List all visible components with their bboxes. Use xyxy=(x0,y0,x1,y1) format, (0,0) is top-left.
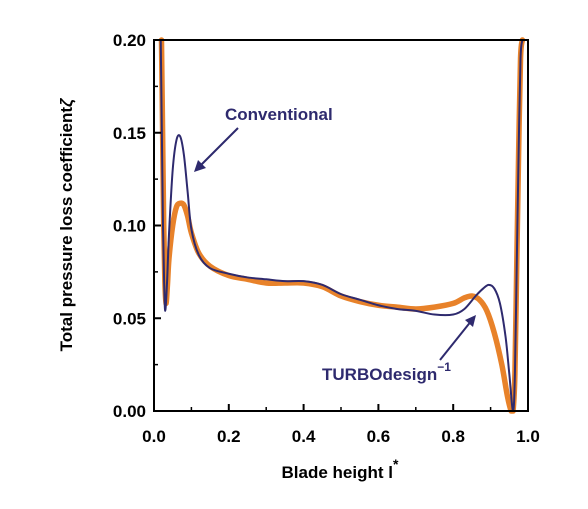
series-line-turbodesign xyxy=(158,37,526,414)
y-axis-ticks: 0.00 0.05 0.10 0.15 0.20 xyxy=(113,31,161,421)
x-axis-title-text: Blade height l xyxy=(282,463,393,482)
x-axis-title-sup: * xyxy=(393,456,399,472)
annotation-turbodesign: TURBOdesign−1 xyxy=(322,315,476,384)
x-tick-label: 1.0 xyxy=(516,427,540,446)
annotation-turbodesign-label: TURBOdesign−1 xyxy=(322,360,451,384)
annotation-conventional-label: Conventional xyxy=(225,105,333,124)
y-axis-title: Total pressure loss coefficientζ xyxy=(57,97,76,351)
annotation-turbodesign-text: TURBOdesign xyxy=(322,365,437,384)
y-tick-label: 0.15 xyxy=(113,124,146,143)
x-tick-label: 0.4 xyxy=(292,427,316,446)
x-tick-label: 0.0 xyxy=(142,427,166,446)
y-axis-title-text: Total pressure loss coefficient xyxy=(57,107,76,352)
y-tick-label: 0.10 xyxy=(113,217,146,236)
plot-frame xyxy=(153,39,529,412)
arrowhead-icon xyxy=(194,160,206,172)
annotation-turbodesign-sup: −1 xyxy=(437,360,451,374)
plot-lines xyxy=(158,37,526,414)
x-tick-label: 0.6 xyxy=(367,427,391,446)
arrowhead-icon xyxy=(465,315,476,327)
x-axis-title: Blade height l* xyxy=(282,456,399,482)
annotation-conventional-arrow xyxy=(197,127,239,169)
x-tick-label: 0.2 xyxy=(217,427,241,446)
annotation-conventional: Conventional xyxy=(194,105,333,172)
series-line-conventional xyxy=(159,39,524,412)
y-axis-title-symbol: ζ xyxy=(57,97,76,107)
x-axis-ticks: 0.0 0.2 0.4 0.6 0.8 1.0 xyxy=(142,404,540,446)
y-tick-label: 0.20 xyxy=(113,31,146,50)
x-tick-label: 0.8 xyxy=(441,427,465,446)
annotation-turbodesign-arrow xyxy=(439,319,473,361)
y-tick-label: 0.00 xyxy=(113,402,146,421)
y-tick-label: 0.05 xyxy=(113,309,146,328)
